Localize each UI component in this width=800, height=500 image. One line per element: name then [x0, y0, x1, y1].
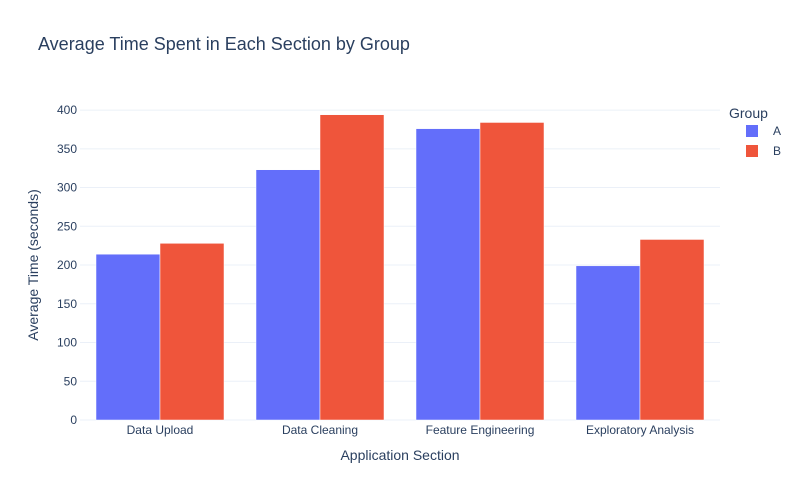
bar-b — [319, 114, 385, 421]
bar-a — [95, 253, 161, 421]
legend-swatch — [746, 145, 758, 157]
y-tick-label: 350 — [57, 142, 77, 156]
x-tick-label: Exploratory Analysis — [586, 423, 694, 437]
x-axis-title: Application Section — [340, 447, 459, 463]
bar-a — [575, 265, 641, 421]
x-tick-label: Feature Engineering — [426, 423, 535, 437]
y-tick-label: 150 — [57, 297, 77, 311]
y-tick-label: 200 — [57, 258, 77, 272]
bar-b — [479, 122, 545, 421]
y-tick-label: 400 — [57, 103, 77, 117]
legend-title: Group — [729, 105, 768, 121]
x-tick-label: Data Upload — [127, 423, 194, 437]
y-tick-label: 0 — [70, 413, 77, 427]
bars — [95, 114, 705, 421]
legend: Group AB — [729, 105, 781, 158]
y-tick-label: 50 — [64, 374, 78, 388]
bar-b — [639, 239, 705, 421]
x-tick-labels: Data Upload Data Cleaning Feature Engineer… — [127, 423, 694, 437]
bar-a — [415, 128, 481, 421]
y-tick-labels: 0 50 100 150 200 250 300 350 400 — [57, 103, 77, 427]
x-tick-label: Data Cleaning — [282, 423, 358, 437]
bar-a — [255, 169, 321, 421]
legend-label: A — [773, 124, 781, 138]
y-axis-title: Average Time (seconds) — [25, 189, 41, 340]
bar-b — [159, 243, 225, 421]
legend-swatch — [746, 125, 758, 137]
chart-title: Average Time Spent in Each Section by Gr… — [38, 34, 410, 54]
y-tick-label: 100 — [57, 336, 77, 350]
legend-label: B — [773, 144, 781, 158]
y-tick-label: 250 — [57, 219, 77, 233]
y-tick-label: 300 — [57, 181, 77, 195]
